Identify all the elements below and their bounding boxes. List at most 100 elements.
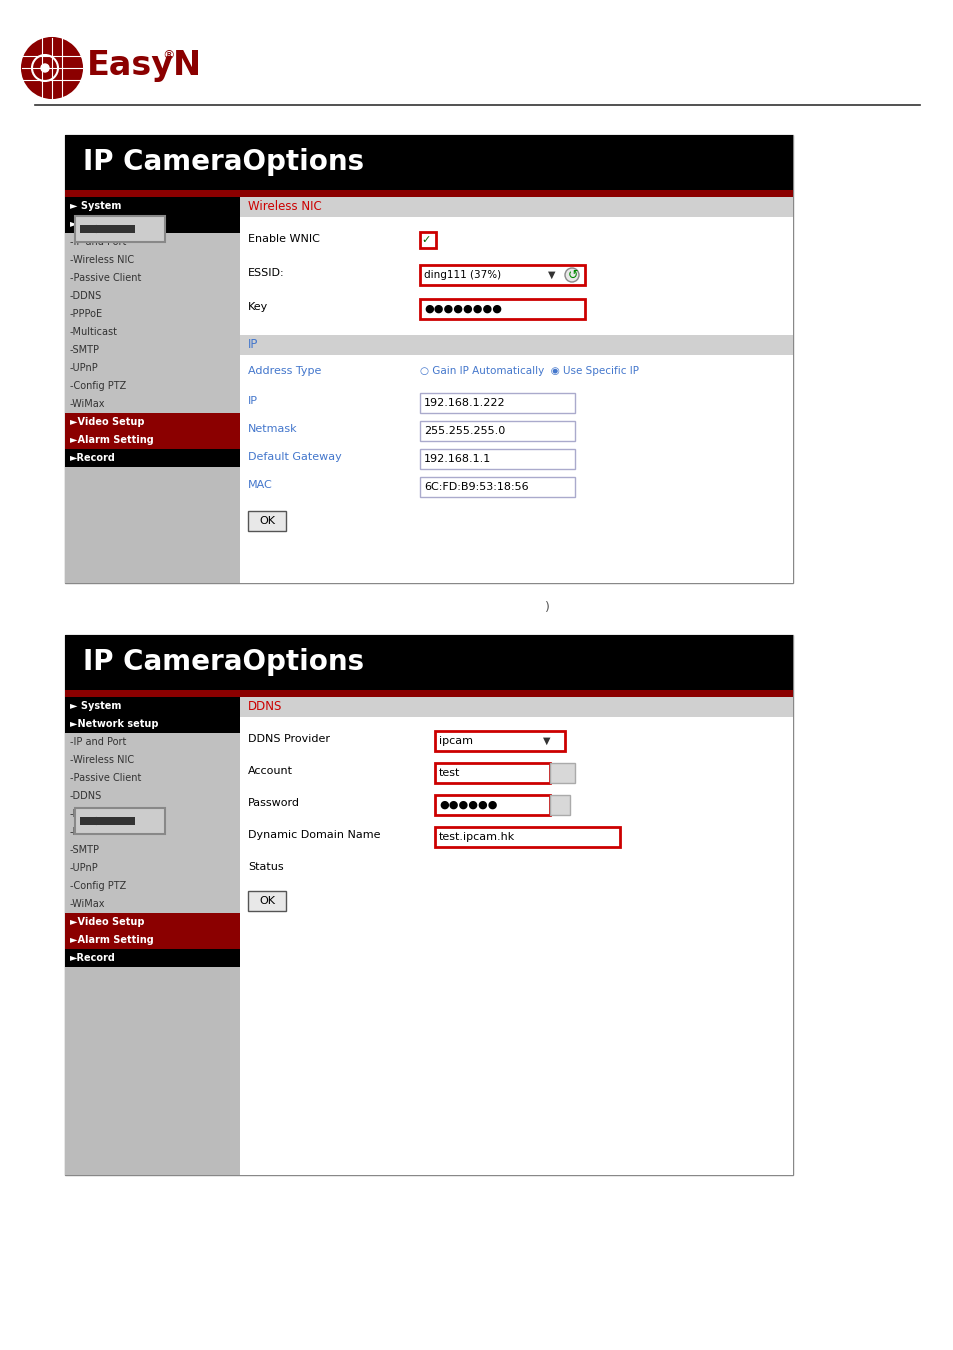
Bar [65, 690, 792, 697]
Text: Status: Status [248, 863, 283, 872]
Text: 6C:FD:B9:53:18:56: 6C:FD:B9:53:18:56 [423, 482, 528, 491]
Bar [65, 716, 240, 733]
Bar [65, 805, 240, 823]
Text: -WiMax: -WiMax [70, 400, 106, 409]
Text: Key: Key [248, 302, 268, 312]
Text: 255.255.255.0: 255.255.255.0 [423, 427, 505, 436]
Text: ► System: ► System [70, 201, 121, 211]
Text: Netmask: Netmask [248, 424, 297, 433]
Bar [65, 931, 240, 949]
Text: -IP and Port: -IP and Port [70, 737, 126, 747]
Bar [65, 895, 240, 913]
Text: -Passive Client: -Passive Client [70, 273, 141, 284]
Text: ): ) [544, 602, 549, 614]
Bar [65, 342, 240, 359]
Text: ○ Gain IP Automatically  ◉ Use Specific IP: ○ Gain IP Automatically ◉ Use Specific I… [419, 366, 639, 377]
Text: -DDNS: -DDNS [70, 292, 102, 301]
Bar [435, 828, 619, 846]
Bar [248, 512, 286, 531]
Text: -IP and Port: -IP and Port [70, 238, 126, 247]
Text: -Multicast: -Multicast [70, 828, 118, 837]
Text: -Config PTZ: -Config PTZ [70, 882, 126, 891]
Text: test.ipcam.hk: test.ipcam.hk [438, 832, 515, 842]
Bar [419, 298, 584, 319]
Bar [65, 413, 240, 431]
Text: ►Network setup: ►Network setup [70, 720, 158, 729]
Bar [65, 841, 240, 859]
Bar [65, 251, 240, 269]
Bar [419, 477, 575, 497]
Bar [65, 323, 240, 342]
Bar [65, 913, 240, 931]
Bar [65, 878, 240, 895]
Bar [240, 697, 792, 1174]
Bar [65, 215, 240, 234]
Bar [80, 225, 135, 234]
Bar [65, 859, 240, 878]
Bar [419, 232, 436, 248]
Bar [65, 949, 240, 967]
Text: IP CameraOptions: IP CameraOptions [83, 648, 364, 676]
Bar [65, 787, 240, 805]
Bar [240, 697, 792, 717]
Text: MAC: MAC [248, 481, 273, 490]
Text: Dynamic Domain Name: Dynamic Domain Name [248, 830, 380, 840]
Text: IP: IP [248, 396, 257, 406]
Text: ●●●●●●●●: ●●●●●●●● [423, 304, 501, 315]
Text: ®: ® [162, 50, 174, 62]
Text: ►Video Setup: ►Video Setup [70, 417, 144, 427]
Text: -Passive Client: -Passive Client [70, 774, 141, 783]
Text: ESSID:: ESSID: [248, 269, 284, 278]
Circle shape [564, 269, 578, 282]
Text: Account: Account [248, 765, 293, 776]
Bar [65, 431, 240, 450]
Bar [65, 697, 240, 716]
Bar [240, 197, 792, 583]
Text: ►Video Setup: ►Video Setup [70, 917, 144, 927]
Text: IP: IP [248, 339, 258, 351]
Text: ►Network setup: ►Network setup [70, 219, 158, 230]
Circle shape [22, 38, 82, 99]
Bar [65, 197, 240, 215]
Text: DDNS: DDNS [248, 701, 282, 714]
Text: -DDNS: -DDNS [70, 791, 102, 801]
Circle shape [41, 63, 49, 72]
Bar [65, 824, 240, 841]
Bar [435, 730, 564, 751]
Text: ▼: ▼ [547, 270, 555, 279]
Text: OK: OK [258, 516, 274, 526]
Bar [419, 421, 575, 441]
Text: -WiMax: -WiMax [70, 899, 106, 909]
Text: ↺: ↺ [567, 269, 578, 282]
Bar [240, 197, 792, 217]
Bar [419, 393, 575, 413]
Text: -Config PTZ: -Config PTZ [70, 381, 126, 392]
Text: ●●●●●●: ●●●●●● [438, 801, 497, 810]
Text: ► System: ► System [70, 701, 121, 711]
Bar [75, 809, 165, 834]
Text: ►Record: ►Record [70, 953, 115, 963]
Bar [248, 891, 286, 911]
Bar [65, 733, 240, 751]
Text: 192.168.1.222: 192.168.1.222 [423, 398, 505, 408]
Text: -PPPoE: -PPPoE [70, 809, 103, 819]
Bar [65, 359, 240, 377]
Text: ipcam: ipcam [438, 736, 473, 747]
Text: -Wireless NIC: -Wireless NIC [70, 755, 134, 765]
Text: ▼: ▼ [542, 736, 550, 747]
Bar [65, 697, 240, 1174]
Bar [65, 450, 240, 467]
Text: DDNS Provider: DDNS Provider [248, 734, 330, 744]
Text: Address Type: Address Type [248, 366, 321, 377]
Text: 192.168.1.1: 192.168.1.1 [423, 454, 491, 464]
Bar [65, 634, 792, 1174]
Text: -Multicast: -Multicast [70, 327, 118, 338]
Text: EasyN: EasyN [87, 50, 202, 82]
Bar [435, 763, 550, 783]
Bar [550, 795, 569, 815]
Text: -Wireless NIC: -Wireless NIC [70, 255, 134, 265]
Text: -PPPoE: -PPPoE [70, 309, 103, 319]
Bar [80, 817, 135, 825]
Bar [65, 305, 240, 323]
Text: -SMTP: -SMTP [70, 346, 100, 355]
